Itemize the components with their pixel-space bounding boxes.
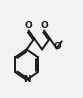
Text: N: N: [23, 75, 30, 84]
Text: O: O: [53, 42, 61, 51]
Text: O: O: [25, 21, 32, 30]
Text: O: O: [40, 21, 48, 30]
